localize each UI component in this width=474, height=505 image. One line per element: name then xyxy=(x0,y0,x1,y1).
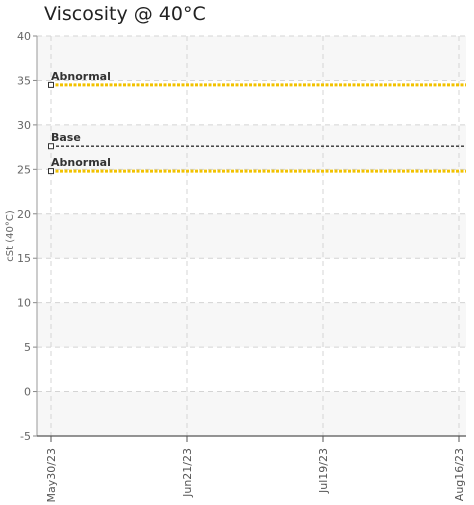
band xyxy=(37,124,466,170)
y-axis-label: cSt (40°C) xyxy=(5,210,16,262)
band xyxy=(37,302,466,348)
band xyxy=(37,391,466,436)
x-tick-label: May30/23 xyxy=(45,448,58,502)
series-marker xyxy=(48,81,54,88)
series-label: Abnormal xyxy=(51,156,111,169)
x-tick-label: Jul19/23 xyxy=(317,448,330,494)
y-tick-label: 0 xyxy=(24,386,31,399)
y-tick-labels: -5 0 5 10 15 20 25 30 35 40 xyxy=(17,30,31,443)
y-tick-label: 15 xyxy=(17,252,31,265)
y-tick-label: 10 xyxy=(17,297,31,310)
series-label: Base xyxy=(51,131,81,144)
x-tick-labels: May30/23 Jun21/23 Jul19/23 Aug16/23 xyxy=(45,448,466,502)
x-tick-label: Jun21/23 xyxy=(181,448,194,498)
y-tick-label: 25 xyxy=(17,163,31,176)
series-lines: Abnormal Base Abnormal xyxy=(48,70,466,175)
chart-title: Viscosity @ 40°C xyxy=(44,3,206,25)
series-label: Abnormal xyxy=(51,70,111,83)
y-tick-label: 30 xyxy=(17,119,31,132)
band xyxy=(37,36,466,81)
background-bands xyxy=(37,36,466,436)
series-marker xyxy=(48,168,54,175)
axes xyxy=(33,35,466,442)
band xyxy=(37,213,466,259)
y-tick-label: 5 xyxy=(24,341,31,354)
y-tick-label: 20 xyxy=(17,208,31,221)
grid-lines xyxy=(37,35,466,436)
y-tick-label: 35 xyxy=(17,74,31,87)
y-tick-label: -5 xyxy=(20,430,31,443)
series-marker xyxy=(48,143,54,150)
y-tick-label: 40 xyxy=(17,30,31,43)
x-tick-label: Aug16/23 xyxy=(453,448,466,501)
